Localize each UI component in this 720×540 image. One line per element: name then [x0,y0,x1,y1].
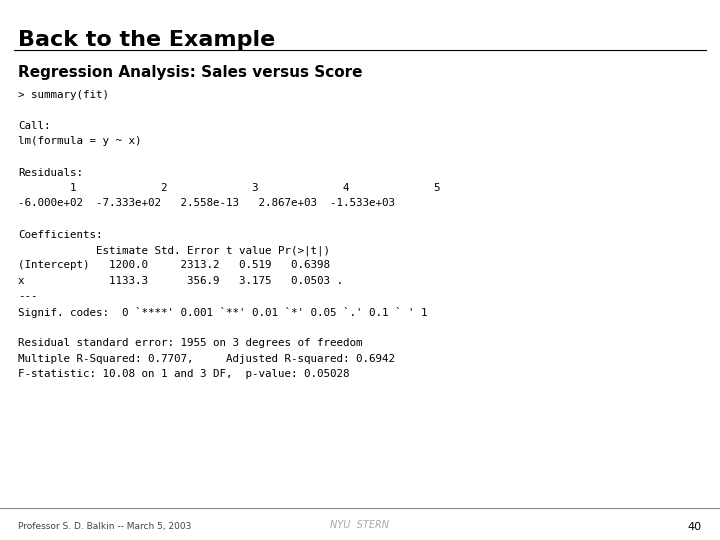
Text: -6.000e+02  -7.333e+02   2.558e-13   2.867e+03  -1.533e+03: -6.000e+02 -7.333e+02 2.558e-13 2.867e+0… [18,199,395,208]
Text: (Intercept)   1200.0     2313.2   0.519   0.6398: (Intercept) 1200.0 2313.2 0.519 0.6398 [18,260,330,271]
Text: x             1133.3      356.9   3.175   0.0503 .: x 1133.3 356.9 3.175 0.0503 . [18,276,343,286]
Text: Coefficients:: Coefficients: [18,230,102,240]
Text: ---: --- [18,292,37,301]
Text: Back to the Example: Back to the Example [18,30,275,50]
Text: Residual standard error: 1955 on 3 degrees of freedom: Residual standard error: 1955 on 3 degre… [18,338,362,348]
Text: F-statistic: 10.08 on 1 and 3 DF,  p-value: 0.05028: F-statistic: 10.08 on 1 and 3 DF, p-valu… [18,369,349,379]
Text: Professor S. D. Balkin -- March 5, 2003: Professor S. D. Balkin -- March 5, 2003 [18,522,192,531]
Text: Multiple R-Squared: 0.7707,     Adjusted R-squared: 0.6942: Multiple R-Squared: 0.7707, Adjusted R-s… [18,354,395,363]
Text: Call:: Call: [18,121,50,131]
Text: Estimate Std. Error t value Pr(>|t|): Estimate Std. Error t value Pr(>|t|) [18,245,330,255]
Text: 1             2             3             4             5: 1 2 3 4 5 [18,183,441,193]
Text: > summary(fit): > summary(fit) [18,90,109,100]
Text: Regression Analysis: Sales versus Score: Regression Analysis: Sales versus Score [18,65,362,80]
Text: NYU  STERN: NYU STERN [330,520,390,530]
Text: Signif. codes:  0 `****' 0.001 `**' 0.01 `*' 0.05 `.' 0.1 ` ' 1: Signif. codes: 0 `****' 0.001 `**' 0.01 … [18,307,428,318]
Text: 40: 40 [688,522,702,532]
Text: Residuals:: Residuals: [18,167,83,178]
Text: lm(formula = y ~ x): lm(formula = y ~ x) [18,137,142,146]
